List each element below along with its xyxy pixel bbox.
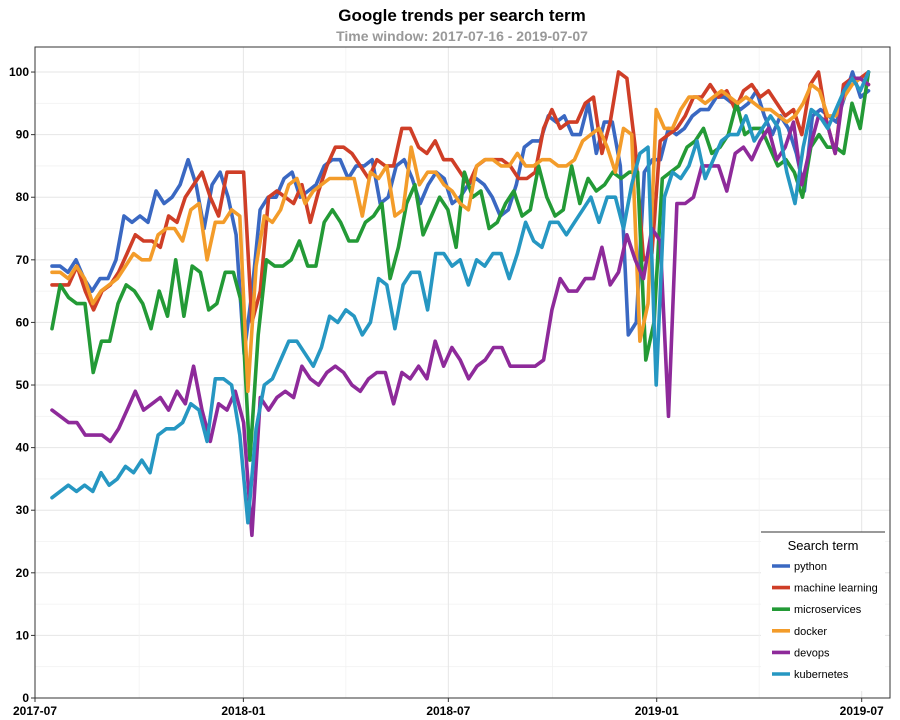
chart-subtitle: Time window: 2017-07-16 - 2019-07-07 xyxy=(336,28,588,44)
y-tick-label: 100 xyxy=(9,65,29,79)
y-tick-label: 30 xyxy=(16,503,30,517)
legend-box xyxy=(761,532,885,691)
x-tick-label: 2017-07 xyxy=(13,704,57,718)
x-tick-label: 2018-07 xyxy=(426,704,470,718)
legend-label-docker: docker xyxy=(794,626,827,638)
legend-label-microservices: microservices xyxy=(794,604,862,616)
series-line-docker xyxy=(50,76,871,394)
x-tick-label: 2019-01 xyxy=(635,704,679,718)
x-tick-label: 2019-07 xyxy=(840,704,884,718)
series-line-kubernetes xyxy=(50,70,871,525)
axis-ticks: 0 10 20 30 40 50 60 70 80 90 100 2017-07 2018-01 2018… xyxy=(9,65,884,718)
series-line-microservices xyxy=(50,70,871,462)
legend-label-devops: devops xyxy=(794,647,830,659)
y-tick-label: 60 xyxy=(16,315,30,329)
series-lines xyxy=(50,70,871,538)
y-tick-label: 0 xyxy=(22,691,29,705)
y-tick-label: 40 xyxy=(16,441,30,455)
plot-frame xyxy=(34,46,891,699)
legend-label-kubernetes: kubernetes xyxy=(794,669,849,681)
chart-title: Google trends per search term xyxy=(338,6,586,25)
legend-label-machine-learning: machine learning xyxy=(794,583,878,595)
y-tick-label: 90 xyxy=(16,128,30,142)
series-line-machine-learning xyxy=(50,70,871,325)
legend-title: Search term xyxy=(788,538,859,553)
y-tick-label: 20 xyxy=(16,566,30,580)
y-tick-label: 70 xyxy=(16,253,30,267)
y-tick-label: 10 xyxy=(16,628,30,642)
legend-label-python: python xyxy=(794,561,827,573)
series-line-devops xyxy=(50,76,871,538)
legend-items: python machine learning microservices docke… xyxy=(772,561,878,681)
y-tick-label: 80 xyxy=(16,190,30,204)
grid xyxy=(34,47,890,699)
y-tick-label: 50 xyxy=(16,378,30,392)
legend: Search term python machine learning micros… xyxy=(761,531,885,691)
x-tick-label: 2018-01 xyxy=(221,704,265,718)
